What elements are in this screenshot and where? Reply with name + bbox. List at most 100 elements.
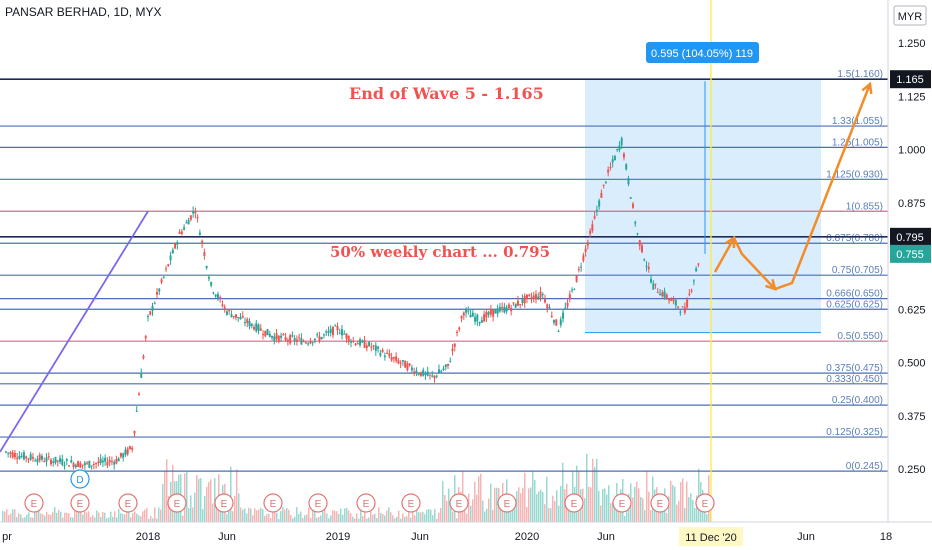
annotation-weekly: 50% weekly chart ... 0.795 bbox=[330, 243, 550, 261]
volume-bar bbox=[172, 464, 174, 522]
volume-bar bbox=[670, 481, 672, 522]
event-label: E bbox=[31, 499, 38, 510]
volume-bar bbox=[456, 518, 458, 522]
volume-bar bbox=[106, 518, 108, 522]
earnings-marker: E bbox=[70, 493, 90, 513]
candle-body bbox=[496, 308, 499, 314]
volume-bar bbox=[392, 515, 394, 522]
candle-body bbox=[453, 343, 456, 347]
candle-body bbox=[183, 227, 186, 230]
volume-bar bbox=[520, 493, 522, 522]
volume-bar bbox=[466, 513, 468, 522]
event-label: E bbox=[315, 499, 322, 510]
candle-body bbox=[234, 314, 237, 318]
volume-bar bbox=[160, 509, 162, 522]
volume-bar bbox=[86, 512, 88, 522]
fib-level-label: 1.125(0.930) bbox=[826, 169, 883, 180]
volume-bar bbox=[108, 517, 110, 522]
volume-bar bbox=[226, 514, 228, 522]
volume-bar bbox=[688, 497, 690, 522]
volume-bar bbox=[22, 517, 24, 522]
event-label: E bbox=[270, 499, 277, 510]
candle-body bbox=[110, 461, 113, 463]
candle-body bbox=[501, 306, 504, 308]
volume-bar bbox=[238, 493, 240, 522]
candle-body bbox=[52, 461, 55, 463]
candle-body bbox=[462, 312, 465, 316]
candle-body bbox=[622, 153, 625, 158]
volume-bar bbox=[552, 495, 554, 522]
event-circle bbox=[650, 493, 670, 513]
candle-body bbox=[316, 334, 319, 336]
volume-bar bbox=[34, 508, 36, 522]
volume-bar bbox=[534, 480, 536, 522]
candle-body bbox=[392, 357, 395, 359]
candle-body bbox=[210, 282, 213, 286]
candle-body bbox=[248, 321, 251, 327]
volume-bar bbox=[64, 512, 66, 522]
volume-bar bbox=[98, 512, 100, 522]
volume-bar bbox=[62, 517, 64, 522]
candle-body bbox=[171, 249, 174, 254]
volume-bar bbox=[112, 516, 114, 522]
candle-body bbox=[47, 456, 50, 458]
candle-body bbox=[259, 328, 262, 331]
candle-body bbox=[607, 169, 610, 173]
volume-bar bbox=[74, 507, 76, 522]
volume-bar bbox=[430, 509, 432, 522]
candle-body bbox=[505, 307, 508, 312]
candle-body bbox=[582, 255, 585, 261]
candle-body bbox=[397, 360, 400, 364]
candle-body bbox=[350, 340, 353, 343]
candle-body bbox=[609, 167, 612, 169]
candle-body bbox=[298, 337, 301, 339]
candle-body bbox=[90, 465, 93, 467]
volume-bar bbox=[186, 471, 188, 522]
volume-bar bbox=[296, 507, 298, 522]
candle-body bbox=[692, 280, 695, 282]
candle-body bbox=[591, 224, 594, 231]
candle-body bbox=[498, 306, 501, 312]
candle-body bbox=[564, 307, 567, 309]
candle-body bbox=[232, 315, 235, 317]
candle-body bbox=[95, 462, 98, 464]
event-label: E bbox=[77, 499, 84, 510]
earnings-marker: E bbox=[401, 493, 421, 513]
candle-body bbox=[370, 346, 373, 348]
volume-bar bbox=[216, 501, 218, 522]
candle-body bbox=[629, 197, 632, 199]
volume-bar bbox=[288, 509, 290, 522]
candle-body bbox=[205, 266, 208, 269]
volume-bar bbox=[640, 497, 642, 522]
volume-bar bbox=[666, 513, 668, 522]
volume-bar bbox=[40, 513, 42, 522]
candle-body bbox=[600, 193, 603, 198]
candle-body bbox=[523, 295, 526, 304]
volume-bar bbox=[50, 514, 52, 522]
volume-bar bbox=[482, 500, 484, 522]
candle-body bbox=[221, 304, 224, 307]
volume-bar bbox=[258, 509, 260, 522]
volume-bar bbox=[646, 471, 648, 522]
volume-bar bbox=[164, 471, 166, 522]
volume-bar bbox=[372, 514, 374, 522]
volume-bar bbox=[46, 512, 48, 522]
candle-body bbox=[322, 334, 325, 336]
volume-bar bbox=[70, 517, 72, 522]
volume-bar bbox=[364, 510, 366, 522]
volume-bar bbox=[604, 488, 606, 522]
volume-bar bbox=[248, 507, 250, 522]
event-circle bbox=[564, 493, 584, 513]
volume-bar bbox=[196, 475, 198, 522]
candle-body bbox=[553, 320, 556, 323]
candle-body bbox=[544, 299, 547, 303]
volume-bar bbox=[18, 513, 20, 522]
candle-body bbox=[7, 452, 10, 454]
y-tick-label: 0.500 bbox=[898, 358, 926, 370]
volume-bar bbox=[370, 511, 372, 522]
candle-body bbox=[86, 462, 89, 464]
candle-body bbox=[156, 291, 159, 295]
volume-bar bbox=[88, 511, 90, 522]
volume-bar bbox=[102, 511, 104, 522]
